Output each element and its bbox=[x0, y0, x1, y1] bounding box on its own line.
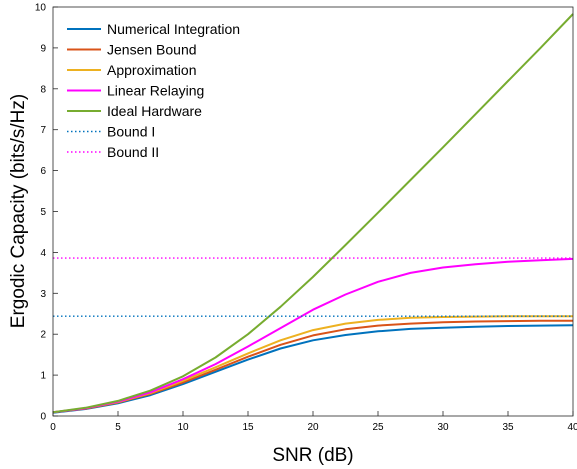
x-tick-label: 15 bbox=[242, 422, 254, 433]
x-tick-label: 25 bbox=[372, 422, 384, 433]
y-tick-label: 5 bbox=[40, 207, 46, 218]
legend-label: Bound I bbox=[107, 124, 155, 140]
legend-label: Bound II bbox=[107, 144, 159, 160]
legend-item-linear-relaying: Linear Relaying bbox=[67, 83, 204, 99]
series-line-linear-relaying bbox=[52, 257, 574, 414]
y-tick-label: 8 bbox=[40, 84, 46, 95]
legend-label: Jensen Bound bbox=[107, 42, 197, 58]
legend-label: Ideal Hardware bbox=[107, 103, 202, 119]
y-tick-label: 1 bbox=[40, 371, 46, 382]
y-tick-label: 6 bbox=[40, 166, 46, 177]
legend-item-jensen-bound: Jensen Bound bbox=[67, 42, 197, 58]
plot-area bbox=[53, 7, 573, 416]
x-tick-label: 5 bbox=[115, 422, 121, 433]
series-line-ideal-hardware bbox=[52, 13, 574, 414]
y-axis-label: Ergodic Capacity (bits/s/Hz) bbox=[8, 94, 29, 328]
legend-label: Linear Relaying bbox=[107, 83, 204, 99]
x-axis-label: SNR (dB) bbox=[272, 445, 353, 466]
legend: Numerical Integration Jensen Bound Approxi… bbox=[67, 21, 240, 160]
x-tick-label: 40 bbox=[567, 422, 577, 433]
y-tick-label: 4 bbox=[40, 248, 46, 259]
series-line-numerical-integration bbox=[52, 324, 574, 414]
legend-item-numerical-integration: Numerical Integration bbox=[67, 21, 240, 37]
legend-label: Numerical Integration bbox=[107, 21, 240, 37]
y-tick-label: 7 bbox=[40, 125, 46, 136]
y-tick-label: 3 bbox=[40, 289, 46, 300]
legend-label: Approximation bbox=[107, 62, 197, 78]
series-layer bbox=[52, 13, 574, 414]
legend-item-bound-ii: Bound II bbox=[67, 144, 159, 160]
y-tick-label: 2 bbox=[40, 330, 46, 341]
x-tick-label: 0 bbox=[50, 422, 56, 433]
x-tick-label: 35 bbox=[502, 422, 514, 433]
x-tick-label: 10 bbox=[177, 422, 189, 433]
y-tick-label: 10 bbox=[35, 3, 47, 14]
legend-item-ideal-hardware: Ideal Hardware bbox=[67, 103, 202, 119]
x-axis-ticks: 0 5 10 15 20 25 30 35 40 bbox=[50, 411, 577, 433]
x-tick-label: 20 bbox=[307, 422, 319, 433]
y-axis-ticks: 0 1 2 3 4 5 6 7 8 9 10 bbox=[35, 3, 58, 423]
y-tick-label: 9 bbox=[40, 43, 46, 54]
y-tick-label: 0 bbox=[40, 412, 46, 423]
legend-item-approximation: Approximation bbox=[67, 62, 197, 78]
x-tick-label: 30 bbox=[437, 422, 449, 433]
legend-item-bound-i: Bound I bbox=[67, 124, 155, 140]
